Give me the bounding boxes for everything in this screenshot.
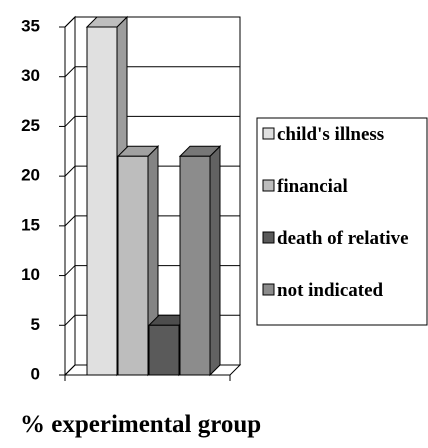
grid-line [64,115,240,127]
grid-line [64,16,240,28]
bar [179,155,211,376]
y-tick-label: 10 [21,265,40,284]
bar [117,155,149,376]
legend-box [256,117,428,326]
bar [86,26,118,376]
y-tick-label: 5 [31,315,40,334]
legend: child's illness financial death of relativ… [256,117,428,326]
y-tick-label: 35 [21,16,40,35]
legend-label: child's illness [277,124,384,145]
bar [148,324,180,376]
y-tick-label: 30 [21,66,40,85]
legend-label: death of relative [277,228,409,249]
y-tick-label: 20 [21,166,40,185]
side-wall [64,15,76,377]
legend-swatch [262,283,275,296]
legend-swatch [262,127,275,140]
legend-swatch [262,179,275,192]
y-tick-label: 15 [21,215,40,234]
legend-label: financial [277,176,348,197]
y-tick-label: 0 [31,364,40,383]
legend-swatch [262,231,275,244]
y-tick-label: 25 [21,116,40,135]
legend-label: not indicated [277,280,384,301]
grid-line [64,66,240,78]
bar-side [209,145,221,377]
x-axis-label: % experimental group [20,411,261,438]
